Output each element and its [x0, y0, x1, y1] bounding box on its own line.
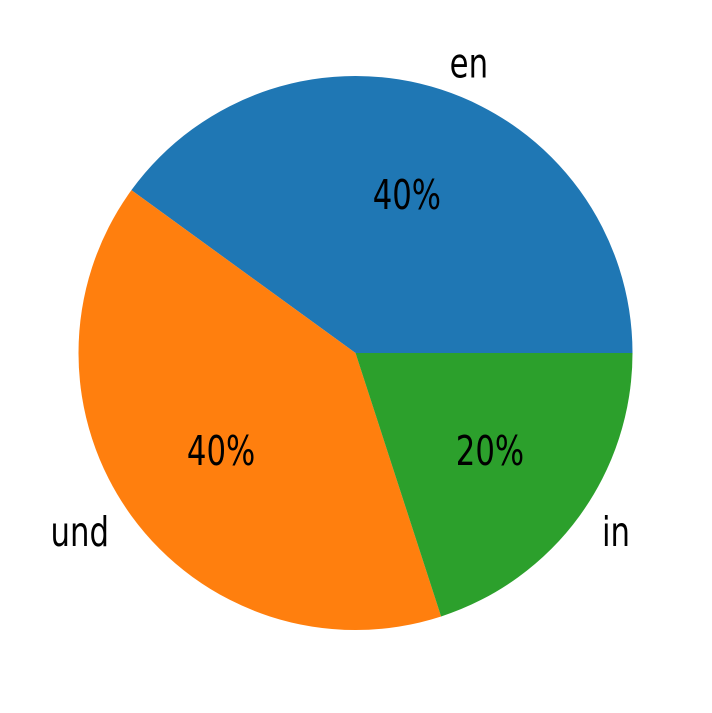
pie-label-in: in	[602, 508, 630, 557]
pie-pct-label-und: 40%	[187, 426, 255, 475]
pie-slice-und	[78, 190, 442, 630]
pie-pct-label-en: 40%	[373, 171, 441, 220]
pie-slice-in	[355, 353, 633, 617]
pie-label-en: en	[450, 39, 488, 88]
pie-pct-label-in: 20%	[456, 426, 524, 475]
pie-slice-en	[131, 76, 633, 354]
pie-label-und: und	[51, 508, 109, 557]
